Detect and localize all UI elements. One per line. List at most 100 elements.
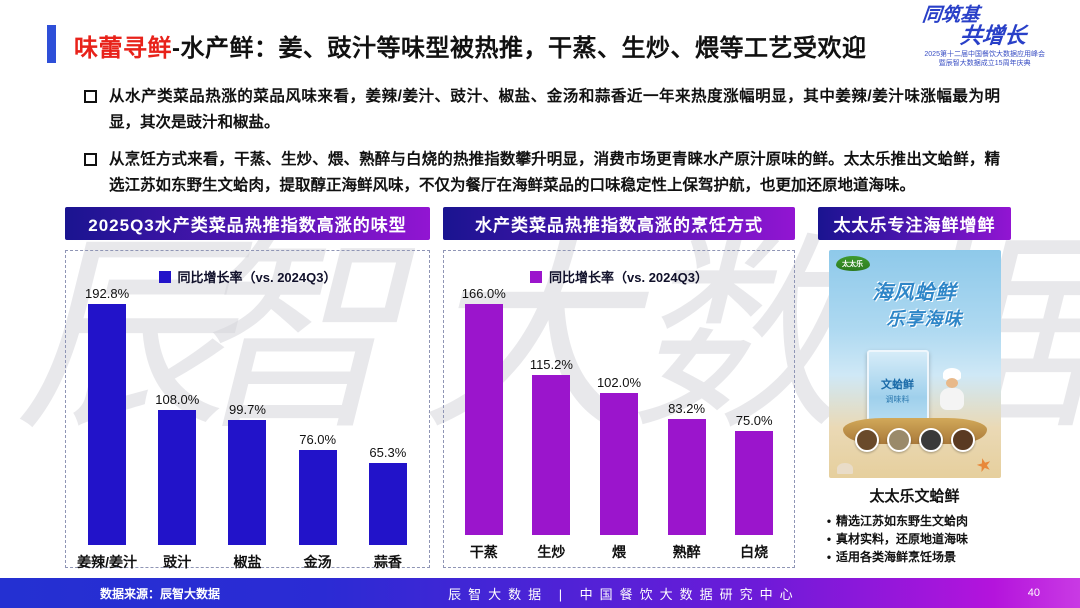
bar-value-label: 76.0% [299, 432, 337, 447]
dish-icon [918, 428, 943, 452]
category-labels: 干蒸 生炒 煨 熟醉 白烧 [444, 535, 794, 574]
ad-headline-line2: 乐享海味 [886, 309, 963, 329]
badge-subtitle-line1: 2025第十二届中国餐饮大数据应用峰会 [924, 51, 1045, 58]
chart-legend: 同比增长率（vs. 2024Q3） [444, 267, 794, 286]
bar-value-label: 75.0% [735, 413, 773, 428]
bar-plot: 192.8% 108.0% 99.7% 76.0% 65.3% [66, 286, 429, 545]
product-point: • 真材实料，还原地道海味 [822, 530, 1011, 548]
product-point: • 精选江苏如东野生文蛤肉 [822, 512, 1011, 530]
dish-icon [950, 428, 975, 452]
page-title-rest: -水产鲜：姜、豉汁等味型被热推，干蒸、生炒、煨等工艺受欢迎 [172, 35, 867, 62]
bar-group: 99.7% [214, 402, 281, 545]
chef-face [945, 378, 958, 388]
dish-icon [854, 428, 879, 452]
ad-headline: 海风蛤鲜 乐享海味 [829, 276, 1001, 331]
bar [228, 420, 267, 545]
finding-cooking: 从烹饪方式来看，干蒸、生炒、煨、熟醉与白烧的热推指数攀升明显，消费市场更青睐水产… [84, 147, 1000, 199]
legend-swatch-icon [530, 270, 543, 283]
product-name: 太太乐文蛤鲜 [869, 488, 960, 505]
bar-value-label: 83.2% [668, 401, 706, 416]
bar [298, 450, 337, 545]
category-label: 姜辣/姜汁 [77, 554, 138, 570]
dot-bullet-icon: • [826, 514, 832, 528]
dish-icon [886, 428, 911, 452]
chef-coat [939, 388, 964, 410]
ad-headline-line1: 海风蛤鲜 [872, 282, 957, 304]
legend-swatch-icon [158, 270, 171, 283]
page-number: 40 [1027, 587, 1040, 599]
bar [599, 393, 638, 535]
flavor-chart-panel: 2025Q3水产类菜品热推指数高涨的味型 同比增长率（vs. 2024Q3） 19… [65, 207, 430, 570]
category-label: 白烧 [740, 544, 769, 560]
bar-group: 115.2% [519, 357, 583, 535]
footer-org: 辰智大数据 | 中国餐饮大数据研究中心 [448, 586, 800, 602]
category-labels: 姜辣/姜汁 豉汁 椒盐 金汤 蒜香 [66, 545, 429, 584]
flavor-chart-title: 2025Q3水产类菜品热推指数高涨的味型 [65, 207, 430, 240]
cooking-chart-title: 水产类菜品热推指数高涨的烹饪方式 [443, 207, 795, 240]
finding-flavor: 从水产类菜品热涨的菜品风味来看，姜辣/姜汁、豉汁、椒盐、金汤和蒜香近一年来热度涨… [84, 84, 1000, 136]
chef-hat [942, 368, 961, 380]
title-accent-bar [47, 25, 56, 63]
page-title: 味蕾寻鲜-水产鲜：姜、豉汁等味型被热推，干蒸、生炒、煨等工艺受欢迎 [74, 28, 867, 63]
bar-value-label: 115.2% [529, 357, 573, 372]
square-bullet-icon [84, 90, 97, 103]
bar-group: 76.0% [284, 432, 351, 545]
bar [368, 463, 407, 545]
bar [667, 419, 706, 535]
bar [158, 410, 197, 545]
packet-name: 文蛤鲜 [881, 378, 914, 391]
category-label: 豉汁 [163, 554, 192, 570]
bar-value-label: 65.3% [369, 445, 407, 460]
cooking-chart-panel: 水产类菜品热推指数高涨的烹饪方式 同比增长率（vs. 2024Q3） 166.0%… [443, 207, 795, 568]
category-label: 椒盐 [233, 554, 262, 570]
finding-cooking-text: 从烹饪方式来看，干蒸、生炒、煨、熟醉与白烧的热推指数攀升明显，消费市场更青睐水产… [109, 151, 1000, 194]
badge-subtitle: 2025第十二届中国餐饮大数据应用峰会 暨辰智大数据成立15周年庆典 [900, 50, 1070, 69]
bar [735, 431, 774, 535]
footer-bar: 数据来源：辰智大数据 辰智大数据 | 中国餐饮大数据研究中心 40 [0, 578, 1080, 608]
bar-value-label: 192.8% [85, 286, 130, 301]
bar [532, 375, 571, 535]
data-source: 数据来源：辰智大数据 [100, 586, 221, 601]
category-label: 熟醉 [672, 544, 701, 560]
bar-group: 166.0% [452, 286, 516, 535]
category-label: 干蒸 [469, 544, 498, 560]
badge-slogan-line2: 共增长 [958, 23, 1028, 48]
starfish-icon: ★ [973, 453, 995, 477]
bar-group: 83.2% [654, 401, 718, 535]
product-points: • 精选江苏如东野生文蛤肉 • 真材实料，还原地道海味 • 适用各类海鲜烹饪场景 [818, 512, 1011, 566]
category-label: 煨 [611, 544, 626, 560]
category-label: 金汤 [303, 554, 332, 570]
product-point-text: 精选江苏如东野生文蛤肉 [836, 514, 969, 528]
bar-plot: 166.0% 115.2% 102.0% 83.2% 75.0% [444, 286, 794, 535]
category-label: 蒜香 [373, 554, 402, 570]
badge-subtitle-line2: 暨辰智大数据成立15周年庆典 [938, 60, 1031, 68]
bar-group: 192.8% [74, 286, 141, 545]
key-findings: 从水产类菜品热涨的菜品风味来看，姜辣/姜汁、豉汁、椒盐、金汤和蒜香近一年来热度涨… [84, 84, 1000, 210]
product-point-text: 适用各类海鲜烹饪场景 [836, 550, 957, 564]
bar-value-label: 102.0% [596, 375, 642, 390]
flavor-bar-chart: 同比增长率（vs. 2024Q3） 192.8% 108.0% 99.7% 76.0% 6… [65, 250, 430, 570]
category-label: 生炒 [537, 544, 566, 560]
shell-icon [836, 463, 853, 474]
bar-value-label: 108.0% [155, 392, 200, 407]
legend-label: 同比增长率（vs. 2024Q3） [549, 270, 708, 285]
bar-value-label: 166.0% [461, 286, 506, 301]
bar-value-label: 99.7% [229, 402, 266, 417]
legend-label: 同比增长率（vs. 2024Q3） [177, 270, 337, 285]
dot-bullet-icon: • [826, 550, 832, 564]
bar-group: 108.0% [144, 392, 211, 545]
dish-row [829, 428, 1001, 452]
conference-badge: 同筑基 共增长 2025第十二届中国餐饮大数据应用峰会 暨辰智大数据成立15周年… [899, 5, 1076, 69]
finding-flavor-text: 从水产类菜品热涨的菜品风味来看，姜辣/姜汁、豉汁、椒盐、金汤和蒜香近一年来热度涨… [109, 88, 1000, 131]
chef-mascot [937, 368, 967, 412]
product-ad-image: 太太乐 海风蛤鲜 乐享海味 文蛤鲜 调味料 ★ [828, 250, 1001, 478]
bar-group: 102.0% [587, 375, 651, 535]
page-title-highlight: 味蕾寻鲜 [74, 35, 172, 62]
brand-logo: 太太乐 [835, 256, 870, 271]
bar-group: 75.0% [722, 413, 786, 535]
square-bullet-icon [84, 153, 97, 166]
packet-type: 调味料 [885, 394, 910, 404]
cooking-bar-chart: 同比增长率（vs. 2024Q3） 166.0% 115.2% 102.0% 83.2%… [443, 250, 795, 568]
bar [88, 304, 127, 545]
brand-panel-title: 太太乐专注海鲜增鲜 [818, 207, 1011, 240]
